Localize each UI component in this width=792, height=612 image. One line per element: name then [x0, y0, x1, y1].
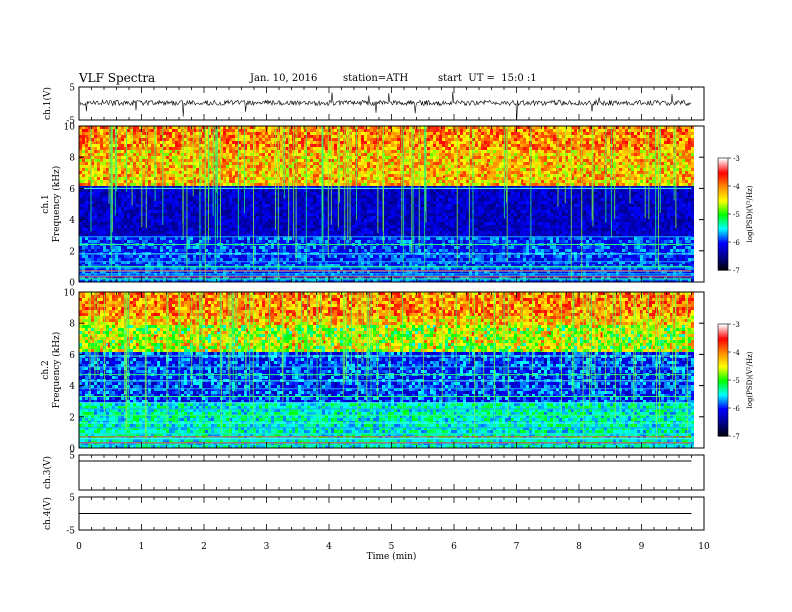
- ylabel-spec1: ch.1: [41, 194, 51, 213]
- colorbar-spec2: [717, 323, 731, 437]
- colorbar-label-spec2: log(PSD)(V²/Hz): [746, 351, 754, 408]
- ylabel-spec2: Frequency (kHz): [51, 332, 62, 409]
- spectrogram-spec1: [79, 126, 694, 282]
- xtick-label: 7: [514, 542, 520, 552]
- x-axis-label: Time (min): [367, 551, 417, 562]
- chart-station: station=ATH: [343, 73, 408, 84]
- ytick-label-spec2: 0: [69, 445, 75, 455]
- ylabel-ch3: ch.3(V): [42, 456, 53, 489]
- xtick-label: 1: [139, 542, 145, 552]
- xtick-label: 2: [201, 542, 207, 552]
- ytick-label-spec1: 10: [64, 123, 76, 133]
- ytick-label-ch4: -5: [66, 527, 75, 537]
- waveform-ch1: [79, 91, 692, 120]
- ytick-label-spec2: 4: [69, 382, 75, 392]
- colorbar-tick-spec1: -7: [733, 267, 740, 275]
- ytick-label-spec2: 6: [69, 351, 75, 361]
- xtick-label: 5: [389, 542, 395, 552]
- spectrogram-spec2: [79, 292, 694, 448]
- colorbar-tick-spec2: -6: [733, 405, 740, 413]
- ytick-label-ch3: 5: [69, 452, 75, 462]
- ylabel-spec2: ch.2: [41, 360, 51, 379]
- xtick-label: 4: [326, 542, 332, 552]
- ytick-label-spec1: 6: [69, 185, 75, 195]
- colorbar-tick-spec1: -6: [733, 239, 740, 247]
- ytick-label-spec2: 2: [69, 413, 75, 423]
- chart-title: VLF Spectra: [79, 71, 155, 85]
- ytick-label-ch4: 5: [69, 494, 75, 504]
- ytick-label-ch1: -5: [66, 117, 75, 127]
- xtick-label: 8: [576, 542, 582, 552]
- colorbar-tick-spec2: -5: [733, 377, 740, 385]
- colorbar-tick-spec1: -4: [733, 183, 740, 191]
- ytick-label-spec1: 8: [69, 154, 75, 164]
- ylabel-ch4: ch.4(V): [42, 497, 53, 530]
- ytick-label-spec1: 4: [69, 216, 75, 226]
- ytick-label-spec2: 10: [64, 289, 76, 299]
- colorbar-tick-spec2: -3: [733, 321, 740, 329]
- colorbar-spec1: [717, 157, 731, 271]
- colorbar-tick-spec1: -5: [733, 211, 740, 219]
- chart-start-time: start UT = 15:0 :1: [438, 73, 537, 84]
- chart-date: Jan. 10, 2016: [250, 73, 317, 84]
- ylabel-spec1: Frequency (kHz): [51, 166, 62, 243]
- xtick-label: 0: [76, 542, 82, 552]
- xtick-label: 9: [639, 542, 645, 552]
- ytick-label-ch1: 5: [69, 84, 75, 94]
- xtick-label: 3: [264, 542, 270, 552]
- ytick-label-spec1: 0: [69, 279, 75, 289]
- ylabel-ch1: ch.1(V): [42, 87, 53, 120]
- xtick-label: 10: [698, 542, 710, 552]
- colorbar-tick-spec2: -7: [733, 433, 740, 441]
- colorbar-label-spec1: log(PSD)(V²/Hz): [746, 185, 754, 242]
- ytick-label-spec2: 8: [69, 320, 75, 330]
- colorbar-tick-spec1: -3: [733, 155, 740, 163]
- xtick-label: 6: [451, 542, 457, 552]
- colorbar-tick-spec2: -4: [733, 349, 740, 357]
- ytick-label-spec1: 2: [69, 247, 75, 257]
